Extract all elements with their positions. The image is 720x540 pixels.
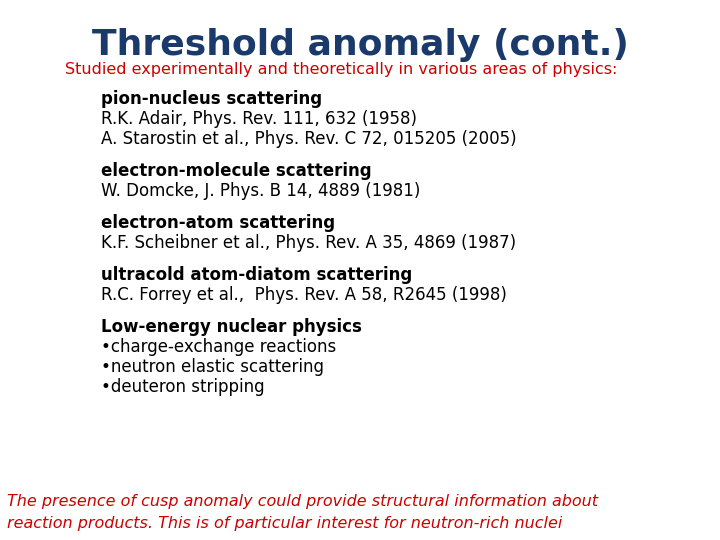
- Text: electron-molecule scattering: electron-molecule scattering: [101, 162, 372, 180]
- Text: K.F. Scheibner et al., Phys. Rev. A 35, 4869 (1987): K.F. Scheibner et al., Phys. Rev. A 35, …: [101, 234, 516, 252]
- Text: The presence of cusp anomaly could provide structural information about: The presence of cusp anomaly could provi…: [7, 494, 598, 509]
- Text: W. Domcke, J. Phys. B 14, 4889 (1981): W. Domcke, J. Phys. B 14, 4889 (1981): [101, 182, 420, 200]
- Text: Low-energy nuclear physics: Low-energy nuclear physics: [101, 318, 361, 336]
- Text: Threshold anomaly (cont.): Threshold anomaly (cont.): [91, 28, 629, 62]
- Text: ultracold atom-diatom scattering: ultracold atom-diatom scattering: [101, 266, 412, 284]
- Text: •charge-exchange reactions: •charge-exchange reactions: [101, 338, 336, 356]
- Text: A. Starostin et al., Phys. Rev. C 72, 015205 (2005): A. Starostin et al., Phys. Rev. C 72, 01…: [101, 130, 516, 148]
- Text: R.K. Adair, Phys. Rev. 111, 632 (1958): R.K. Adair, Phys. Rev. 111, 632 (1958): [101, 110, 417, 128]
- Text: •neutron elastic scattering: •neutron elastic scattering: [101, 358, 324, 376]
- Text: •deuteron stripping: •deuteron stripping: [101, 378, 264, 396]
- Text: reaction products. This is of particular interest for neutron-rich nuclei: reaction products. This is of particular…: [7, 516, 562, 531]
- Text: electron-atom scattering: electron-atom scattering: [101, 214, 335, 232]
- Text: R.C. Forrey et al.,  Phys. Rev. A 58, R2645 (1998): R.C. Forrey et al., Phys. Rev. A 58, R26…: [101, 286, 507, 304]
- Text: Studied experimentally and theoretically in various areas of physics:: Studied experimentally and theoretically…: [65, 62, 617, 77]
- Text: pion-nucleus scattering: pion-nucleus scattering: [101, 90, 322, 108]
